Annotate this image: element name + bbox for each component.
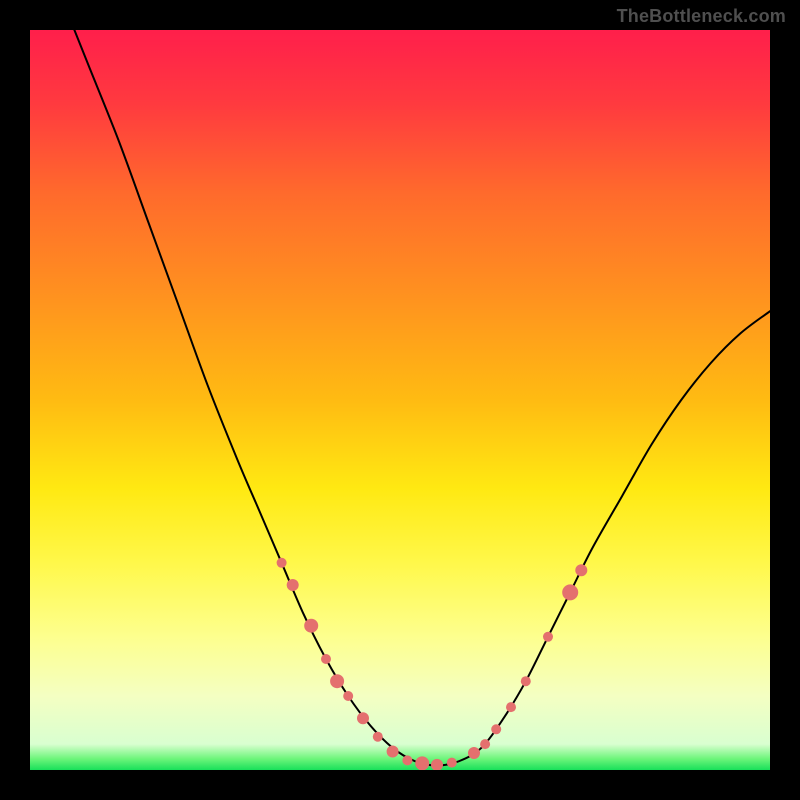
gradient-background xyxy=(30,30,770,770)
data-marker xyxy=(521,676,531,686)
data-marker xyxy=(415,756,429,770)
data-marker xyxy=(575,564,587,576)
data-marker xyxy=(506,702,516,712)
data-marker xyxy=(480,739,490,749)
data-marker xyxy=(357,712,369,724)
watermark-text: TheBottleneck.com xyxy=(617,6,786,27)
data-marker xyxy=(491,724,501,734)
data-marker xyxy=(387,746,399,758)
data-marker xyxy=(330,674,344,688)
data-marker xyxy=(468,747,480,759)
data-marker xyxy=(321,654,331,664)
data-marker xyxy=(562,584,578,600)
data-marker xyxy=(304,619,318,633)
data-marker xyxy=(402,755,412,765)
plot-area xyxy=(30,30,770,770)
data-marker xyxy=(543,632,553,642)
data-marker xyxy=(373,732,383,742)
data-marker xyxy=(343,691,353,701)
chart-svg xyxy=(30,30,770,770)
data-marker xyxy=(277,558,287,568)
data-marker xyxy=(447,758,457,768)
chart-frame: TheBottleneck.com xyxy=(0,0,800,800)
data-marker xyxy=(287,579,299,591)
